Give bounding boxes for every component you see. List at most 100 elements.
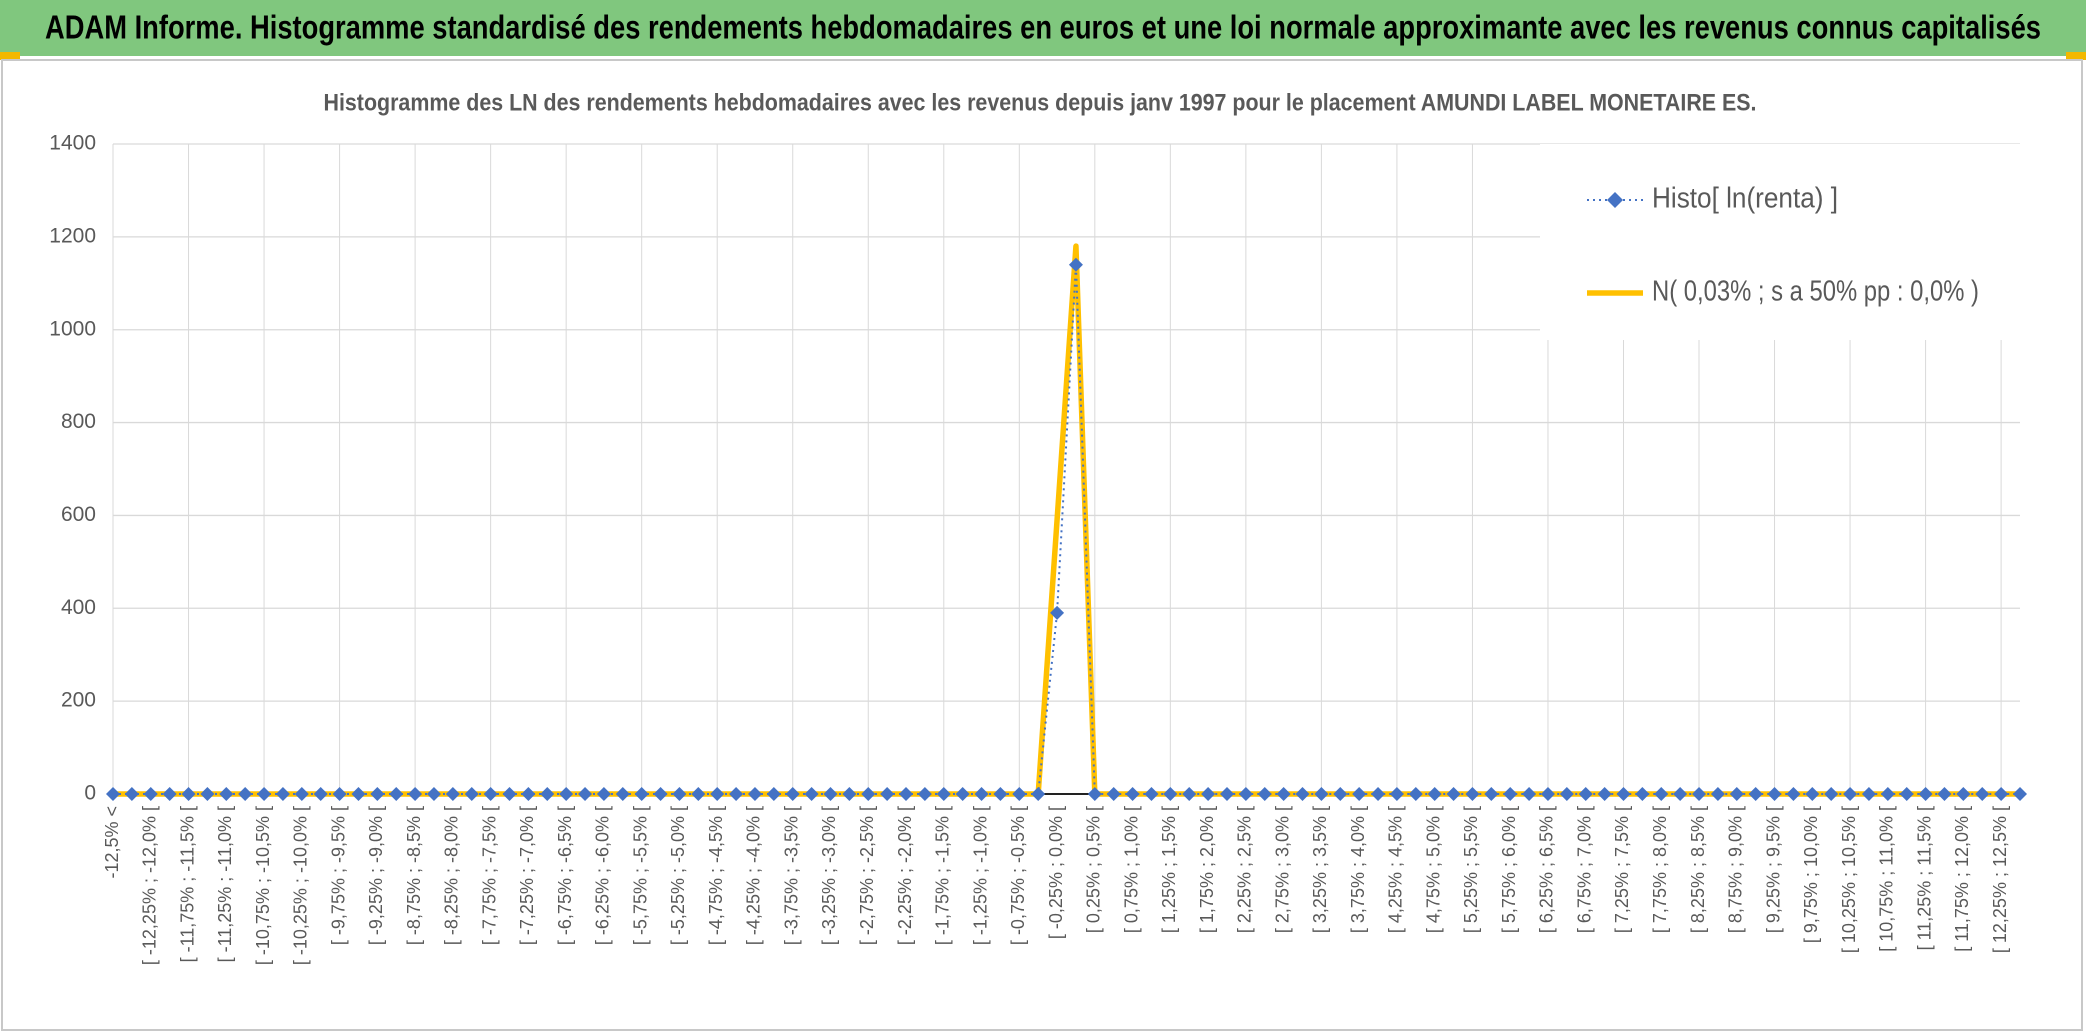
- marker: [1937, 787, 1952, 801]
- marker: [1389, 787, 1404, 801]
- x-tick-label: [ 10,25% ; 10,5% [: [1839, 806, 1859, 953]
- x-tick-label: [ 6,25% ; 6,5% [: [1537, 806, 1557, 933]
- marker: [162, 787, 177, 801]
- marker: [181, 787, 196, 801]
- marker: [502, 787, 517, 801]
- x-tick-label: [ -5,25% ; -5,0% [: [668, 806, 688, 945]
- marker: [1050, 605, 1065, 620]
- marker: [1748, 787, 1763, 801]
- marker: [1314, 787, 1329, 801]
- marker: [785, 787, 800, 801]
- corner: [0, 52, 20, 60]
- marker: [1182, 787, 1197, 801]
- marker: [955, 787, 970, 801]
- legend-label: N( 0,03% ; s a 50% pp : 0,0% ): [1652, 276, 1979, 308]
- marker: [1729, 787, 1744, 801]
- marker: [1352, 787, 1367, 801]
- marker: [899, 787, 914, 801]
- y-tick-label: 400: [61, 596, 96, 619]
- marker: [1786, 787, 1801, 801]
- marker: [1994, 787, 2009, 801]
- y-tick-label: 1000: [49, 317, 96, 340]
- marker: [974, 787, 989, 801]
- marker: [823, 787, 838, 801]
- marker: [747, 787, 762, 801]
- x-tick-label: [ 5,25% ; 5,5% [: [1461, 806, 1481, 933]
- marker: [710, 787, 725, 801]
- x-tick-label: [ -3,75% ; -3,5% [: [781, 806, 801, 945]
- marker: [1975, 787, 1990, 801]
- marker: [389, 787, 404, 801]
- marker: [1333, 787, 1348, 801]
- marker: [1106, 787, 1121, 801]
- x-tick-label: [ -4,25% ; -4,0% [: [744, 806, 764, 945]
- x-tick-label: [ 1,25% ; 1,5% [: [1159, 806, 1179, 933]
- marker: [993, 787, 1008, 801]
- header-band: [0, 0, 2086, 56]
- x-tick-label: [ 9,25% ; 9,5% [: [1763, 806, 1783, 933]
- marker: [332, 787, 347, 801]
- marker: [804, 787, 819, 801]
- marker: [1163, 787, 1178, 801]
- marker: [1673, 787, 1688, 801]
- marker: [578, 787, 593, 801]
- y-tick-label: 200: [61, 689, 96, 712]
- marker: [426, 787, 441, 801]
- marker: [880, 787, 895, 801]
- legend-label: Histo[ ln(renta) ]: [1652, 183, 1838, 215]
- marker: [729, 787, 744, 801]
- marker: [1861, 787, 1876, 801]
- x-tick-label: [ 6,75% ; 7,0% [: [1574, 806, 1594, 933]
- marker: [1880, 787, 1895, 801]
- marker: [275, 787, 290, 801]
- marker: [1540, 787, 1555, 801]
- marker: [634, 787, 649, 801]
- marker: [1824, 787, 1839, 801]
- marker: [1654, 787, 1669, 801]
- chart-title: Histogramme des LN des rendements hebdom…: [324, 89, 1757, 116]
- marker: [1484, 787, 1499, 801]
- marker: [1087, 787, 1102, 801]
- marker: [1503, 787, 1518, 801]
- x-tick-label: [ 3,25% ; 3,5% [: [1310, 806, 1330, 933]
- x-tick-label: [ 0,25% ; 0,5% [: [1084, 806, 1104, 933]
- x-tick-label: [ 4,25% ; 4,5% [: [1386, 806, 1406, 933]
- marker: [1710, 787, 1725, 801]
- marker: [1408, 787, 1423, 801]
- legend-key: [1607, 192, 1623, 208]
- marker: [1843, 787, 1858, 801]
- x-tick-label: [ -6,25% ; -6,0% [: [593, 806, 613, 945]
- y-tick-label: 0: [84, 782, 96, 805]
- x-tick-label: -12,5% <: [102, 806, 122, 879]
- marker: [1578, 787, 1593, 801]
- marker: [1692, 787, 1707, 801]
- marker: [691, 787, 706, 801]
- marker: [559, 787, 574, 801]
- x-tick-label: [ -9,25% ; -9,0% [: [366, 806, 386, 945]
- marker: [1956, 787, 1971, 801]
- y-tick-label: 1200: [49, 224, 96, 247]
- marker: [917, 787, 932, 801]
- marker: [540, 787, 555, 801]
- y-tick-label: 800: [61, 410, 96, 433]
- marker: [294, 787, 309, 801]
- x-tick-label: [ 7,75% ; 8,0% [: [1650, 806, 1670, 933]
- x-tick-label: [ -1,25% ; -1,0% [: [970, 806, 990, 945]
- x-tick-label: [ -8,25% ; -8,0% [: [442, 806, 462, 945]
- x-tick-label: [ -11,25% ; -11,0% [: [215, 806, 235, 962]
- marker: [1371, 787, 1386, 801]
- marker: [936, 787, 951, 801]
- x-tick-label: [ -8,75% ; -8,5% [: [404, 806, 424, 945]
- corner: [2066, 52, 2086, 60]
- marker: [842, 787, 857, 801]
- marker: [672, 787, 687, 801]
- x-tick-label: [ -0,25% ; 0,0% [: [1046, 806, 1066, 939]
- marker: [106, 787, 120, 801]
- marker: [2013, 787, 2027, 801]
- marker: [1446, 787, 1461, 801]
- x-tick-label: [ -12,25% ; -12,0% [: [140, 806, 160, 965]
- x-tick-label: [ -11,75% ; -11,5% [: [177, 806, 197, 962]
- marker: [1559, 787, 1574, 801]
- x-tick-label: [ 12,25% ; 12,5% [: [1990, 806, 2010, 953]
- marker: [238, 787, 253, 801]
